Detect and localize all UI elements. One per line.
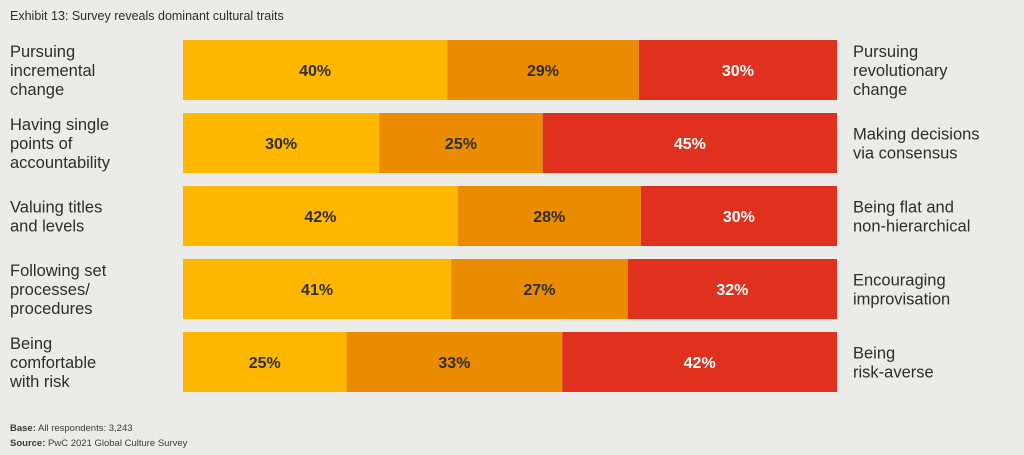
category-label-left: procedures — [10, 300, 93, 318]
footer-base: Base: All respondents: 3,243 — [10, 423, 133, 434]
category-label-right: non-hierarchical — [853, 218, 970, 236]
bar-segment — [542, 113, 837, 173]
data-label: 30% — [265, 136, 297, 153]
category-label-left: Being — [10, 335, 52, 353]
data-label: 45% — [674, 136, 706, 153]
data-label: 32% — [716, 282, 748, 299]
category-label-right: risk-averse — [853, 364, 934, 382]
category-label-right: Making decisions — [853, 126, 980, 144]
category-label-left: incremental — [10, 62, 95, 80]
data-label: 28% — [533, 209, 565, 226]
footer-source-label: Source: — [10, 438, 46, 449]
footer-base-label: Base: — [10, 423, 36, 434]
category-label-right: via consensus — [853, 145, 958, 163]
bar-segment — [627, 259, 837, 319]
bar-segment — [562, 332, 837, 392]
chart-title: Exhibit 13: Survey reveals dominant cult… — [10, 9, 284, 23]
data-label: 30% — [722, 63, 754, 80]
category-label-left: processes/ — [10, 281, 90, 299]
bar-segment — [457, 186, 641, 246]
data-label: 40% — [299, 63, 331, 80]
category-label-right: revolutionary — [853, 62, 948, 80]
data-label: 29% — [527, 63, 559, 80]
category-label-left: accountability — [10, 154, 111, 172]
data-label: 42% — [684, 355, 716, 372]
category-label-left: Following set — [10, 262, 107, 280]
category-label-right: Pursuing — [853, 43, 918, 61]
bar-segment — [638, 40, 837, 100]
category-label-left: and levels — [10, 218, 84, 236]
data-label: 30% — [723, 209, 755, 226]
footer-base-text: All respondents: 3,243 — [38, 423, 133, 434]
bar-segment — [183, 186, 458, 246]
category-label-left: points of — [10, 135, 73, 153]
data-label: 27% — [523, 282, 555, 299]
footer-source-text: PwC 2021 Global Culture Survey — [48, 438, 188, 449]
bar-segment — [183, 40, 448, 100]
data-label: 25% — [445, 136, 477, 153]
bar-segment — [346, 332, 563, 392]
category-label-left: comfortable — [10, 354, 96, 372]
footer-source: Source: PwC 2021 Global Culture Survey — [10, 438, 187, 449]
category-label-left: with risk — [9, 373, 70, 391]
bar-segment — [447, 40, 639, 100]
bar-segment — [183, 259, 452, 319]
category-label-right: Encouraging — [853, 272, 946, 290]
category-label-left: change — [10, 81, 64, 99]
bar-segment — [379, 113, 543, 173]
bar-segment — [183, 113, 380, 173]
category-label-left: Pursuing — [10, 43, 75, 61]
category-label-right: improvisation — [853, 291, 950, 309]
bar-segment — [640, 186, 837, 246]
category-label-right: Being flat and — [853, 199, 954, 217]
data-label: 41% — [301, 282, 333, 299]
data-label: 33% — [438, 355, 470, 372]
category-label-left: Valuing titles — [10, 199, 102, 217]
category-label-right: Being — [853, 345, 895, 363]
category-label-right: change — [853, 81, 907, 99]
bar-segment — [183, 332, 347, 392]
data-label: 25% — [249, 355, 281, 372]
data-label: 42% — [304, 209, 336, 226]
category-label-left: Having single — [10, 116, 109, 134]
bar-segment — [451, 259, 628, 319]
